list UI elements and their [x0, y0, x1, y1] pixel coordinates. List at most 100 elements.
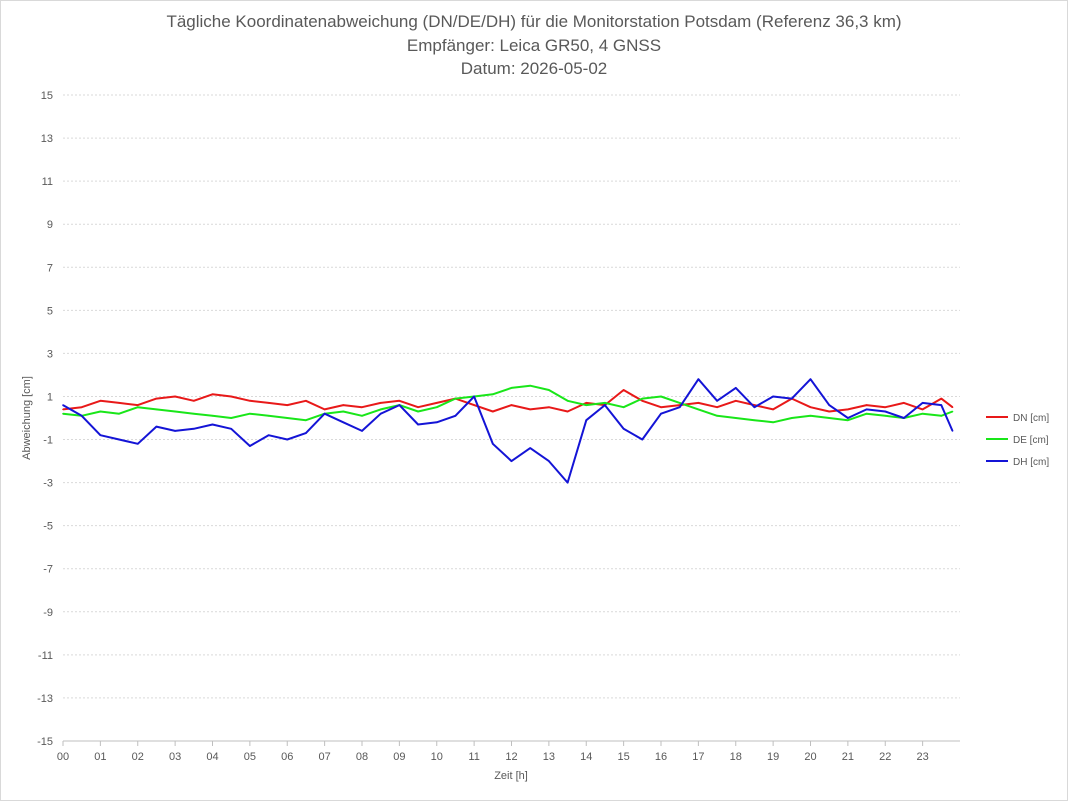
data-point	[884, 406, 887, 409]
y-tick-label: -5	[43, 521, 53, 533]
data-point	[585, 404, 588, 406]
x-tick-label: 00	[57, 751, 69, 763]
data-point	[342, 410, 345, 413]
series-line	[62, 378, 954, 484]
x-tick-label: 05	[244, 751, 256, 763]
y-tick-label: -1	[43, 435, 53, 447]
data-point	[118, 438, 120, 441]
data-point	[660, 412, 662, 415]
data-point	[323, 408, 326, 411]
data-point	[267, 415, 270, 417]
data-point	[622, 389, 625, 391]
data-point	[174, 410, 176, 413]
series-lines	[62, 378, 954, 484]
data-point	[660, 395, 662, 398]
x-tick-label: 22	[879, 751, 891, 763]
x-tick-label: 04	[206, 751, 218, 763]
data-point	[585, 402, 588, 404]
data-point	[398, 404, 401, 406]
y-tick-label: -3	[43, 478, 53, 490]
data-point	[510, 404, 513, 406]
data-point	[492, 443, 494, 445]
data-point	[734, 399, 737, 402]
x-tick-label: 02	[132, 751, 144, 763]
data-point	[286, 438, 289, 441]
data-point	[80, 415, 83, 417]
x-axis-ticks: 00 01 02 03 04 05 06 07 08 09 10 11 12 13 14 15 16 17 18 19…	[57, 740, 960, 763]
legend-label: DE [cm]	[1013, 435, 1049, 446]
data-point	[660, 406, 662, 409]
data-point	[510, 387, 513, 389]
data-point	[772, 408, 774, 411]
data-point	[566, 399, 569, 402]
y-tick-label: 9	[47, 219, 53, 231]
data-point	[809, 415, 812, 417]
x-tick-label: 08	[356, 751, 368, 763]
data-point	[753, 406, 756, 409]
data-point	[473, 395, 475, 398]
data-point	[865, 404, 868, 406]
data-point	[921, 412, 924, 415]
data-point	[847, 417, 849, 419]
data-point	[585, 419, 588, 421]
data-point	[604, 404, 606, 406]
data-point	[118, 412, 120, 415]
data-point	[249, 445, 251, 447]
data-point	[435, 402, 438, 404]
data-point	[417, 410, 419, 413]
data-point	[136, 404, 139, 406]
data-point	[193, 427, 195, 430]
chart-title-line-3: Datum: 2026-05-02	[460, 59, 608, 78]
data-point	[951, 410, 954, 413]
data-point	[951, 406, 954, 409]
data-point	[791, 417, 793, 419]
data-point	[529, 408, 531, 411]
data-point	[417, 406, 419, 409]
legend: DN [cm] DE [cm] DH [cm]	[986, 413, 1049, 468]
x-tick-label: 15	[618, 751, 630, 763]
legend-label: DN [cm]	[1013, 413, 1049, 424]
data-point	[99, 434, 102, 437]
data-point	[641, 397, 644, 400]
data-point	[566, 410, 569, 413]
y-tick-label: -13	[37, 693, 53, 705]
data-point	[772, 421, 774, 424]
data-point	[323, 412, 326, 415]
series-line	[62, 389, 954, 413]
data-point	[249, 399, 251, 402]
data-point	[230, 395, 232, 398]
data-point	[809, 378, 812, 381]
data-point	[828, 410, 830, 413]
data-point	[772, 395, 774, 398]
data-point	[211, 423, 214, 426]
x-tick-label: 16	[655, 751, 667, 763]
data-point	[940, 397, 943, 400]
data-point	[155, 397, 158, 400]
y-tick-label: -15	[37, 736, 53, 748]
x-tick-label: 14	[580, 751, 592, 763]
y-tick-label: 15	[41, 90, 53, 102]
data-point	[305, 432, 307, 434]
data-point	[174, 430, 176, 432]
data-point	[361, 430, 363, 432]
data-point	[828, 404, 830, 406]
data-point	[155, 425, 158, 428]
y-tick-label: 7	[47, 262, 53, 274]
data-point	[847, 419, 849, 421]
data-point	[249, 412, 251, 415]
y-tick-label: 1	[47, 391, 53, 403]
data-point	[62, 412, 64, 415]
data-point	[678, 402, 681, 404]
data-point	[753, 419, 756, 421]
x-axis-label: Zeit [h]	[494, 770, 528, 782]
data-point	[454, 415, 457, 417]
data-point	[99, 410, 102, 413]
data-point	[454, 397, 457, 400]
data-point	[136, 443, 139, 445]
data-point	[398, 399, 401, 402]
data-point	[884, 415, 887, 417]
data-point	[716, 415, 718, 417]
data-point	[174, 395, 176, 398]
